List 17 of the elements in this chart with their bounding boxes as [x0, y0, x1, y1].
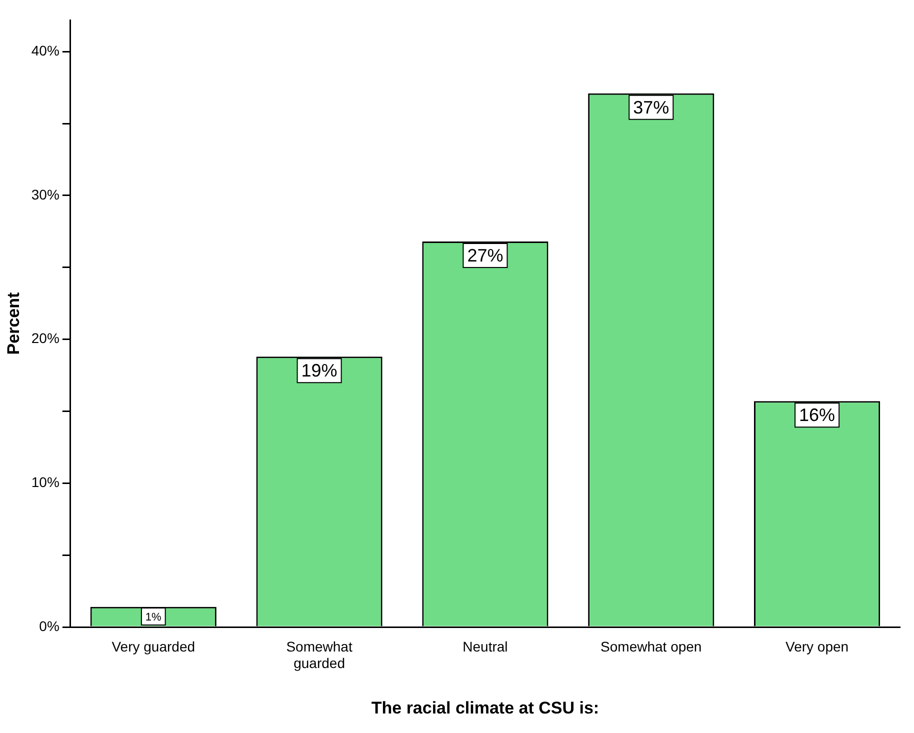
- y-tick-label: 30%: [31, 186, 60, 202]
- y-tick-label: 10%: [31, 474, 60, 490]
- data-label: 19%: [301, 360, 338, 381]
- x-tick-label: Very open: [786, 638, 849, 654]
- x-tick-label: Very guarded: [112, 638, 196, 654]
- data-label: 1%: [145, 612, 162, 624]
- data-label: 16%: [799, 405, 836, 426]
- data-label: 37%: [633, 97, 670, 118]
- y-tick-label: 40%: [31, 42, 60, 59]
- x-tick-label: Somewhat guarded: [286, 638, 352, 672]
- y-tick-label: 20%: [31, 330, 60, 346]
- y-tick-label: 0%: [39, 618, 60, 634]
- x-axis-title: The racial climate at CSU is:: [371, 698, 600, 718]
- x-tick-label: Neutral: [462, 638, 508, 654]
- data-label: 27%: [467, 245, 504, 266]
- x-tick-label: Somewhat open: [600, 638, 702, 654]
- y-axis-title: Percent: [4, 292, 23, 355]
